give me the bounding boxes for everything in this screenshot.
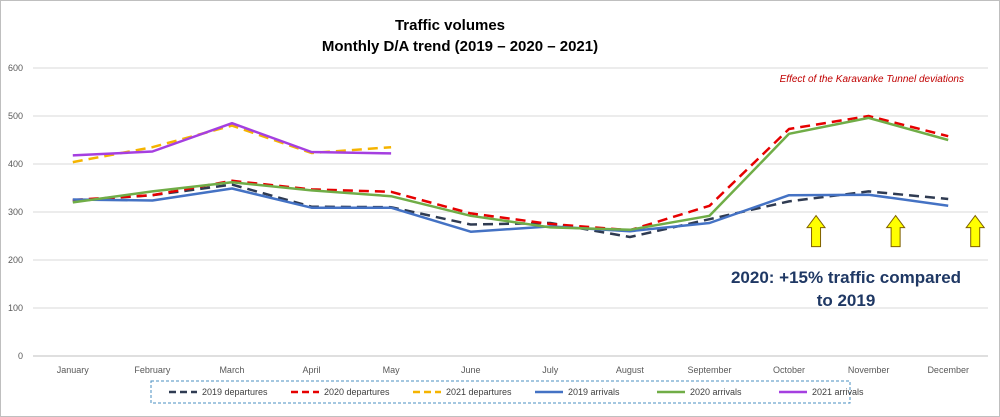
up-arrow-icon [806, 214, 827, 248]
legend-label: 2021 departures [446, 387, 512, 397]
y-tick-label: 400 [8, 159, 23, 169]
y-axis: 0 100 200 300 400 500 600 [8, 63, 23, 361]
series-line-2019-departures [72, 183, 949, 239]
x-tick-label: May [383, 365, 401, 375]
legend-label: 2020 arrivals [690, 387, 742, 397]
x-tick-label: June [461, 365, 481, 375]
series-line-2021-departures [72, 124, 392, 164]
traffic-annotation-line1: 2020: +15% traffic compared [731, 268, 961, 287]
y-tick-label: 500 [8, 111, 23, 121]
x-tick-label: April [303, 365, 321, 375]
up-arrow-icon [885, 214, 906, 248]
x-axis: January February March April May June July Augu… [57, 365, 969, 375]
series-line-2021-arrivals [72, 121, 392, 157]
y-tick-label: 300 [8, 207, 23, 217]
series-line-2019-arrivals [72, 187, 949, 233]
legend-label: 2021 arrivals [812, 387, 864, 397]
x-tick-label: October [773, 365, 805, 375]
chart-title: Traffic volumes [395, 17, 505, 34]
traffic-annotation-line2: to 2019 [817, 291, 876, 310]
y-tick-label: 200 [8, 255, 23, 265]
y-tick-label: 0 [18, 351, 23, 361]
x-tick-label: March [219, 365, 244, 375]
tunnel-annotation: Effect of the Karavanke Tunnel deviation… [780, 74, 964, 85]
x-tick-label: November [848, 365, 890, 375]
series-lines [72, 114, 949, 239]
y-tick-label: 100 [8, 303, 23, 313]
x-tick-label: January [57, 365, 90, 375]
x-tick-label: February [134, 365, 171, 375]
up-arrow-icon [965, 214, 986, 248]
y-tick-label: 600 [8, 63, 23, 73]
legend-box [150, 380, 851, 404]
chart-subtitle: Monthly D/A trend (2019 – 2020 – 2021) [322, 38, 598, 55]
arrow-markers [806, 214, 986, 248]
legend-label: 2019 departures [202, 387, 268, 397]
series-line-2020-arrivals [72, 116, 949, 232]
x-tick-label: September [687, 365, 731, 375]
x-tick-label: July [542, 365, 559, 375]
grid-lines [33, 67, 988, 357]
legend-label: 2020 departures [324, 387, 390, 397]
x-tick-label: August [616, 365, 645, 375]
legend-label: 2019 arrivals [568, 387, 620, 397]
legend: 2019 departures 2020 departures 2021 depar… [169, 387, 864, 397]
x-tick-label: December [927, 365, 969, 375]
